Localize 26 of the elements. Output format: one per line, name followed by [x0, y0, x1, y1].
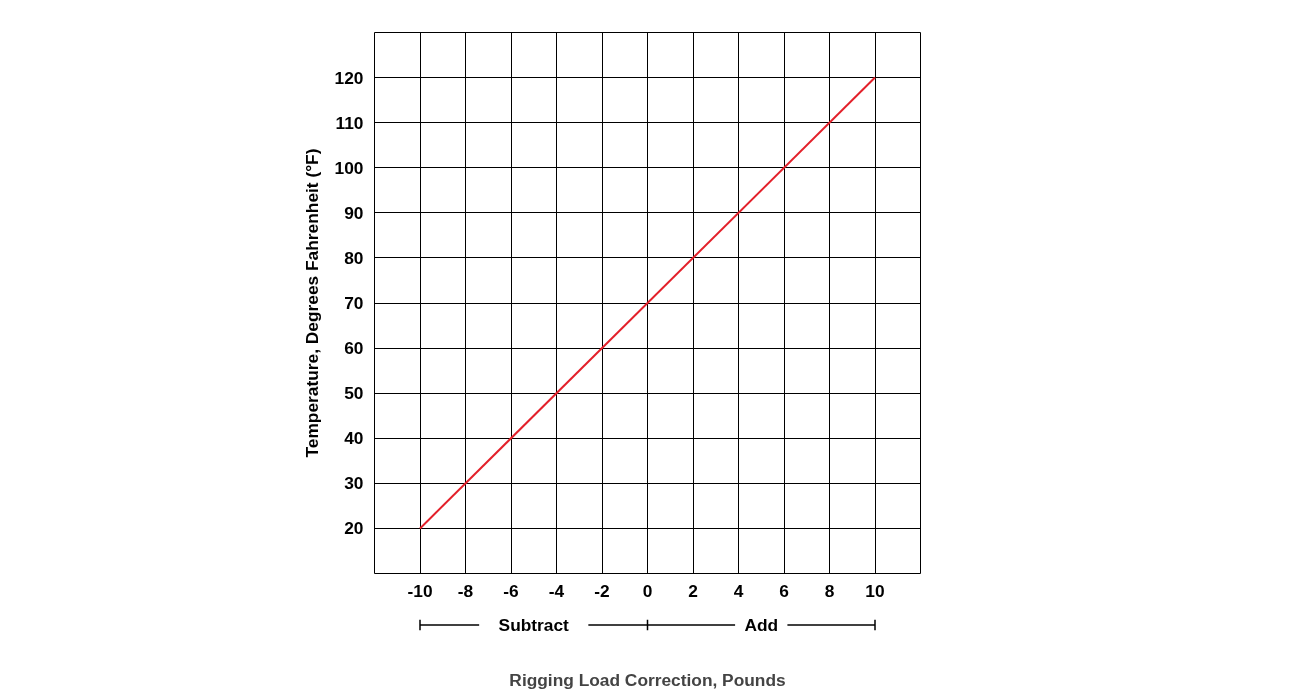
y-tick-label: 110 [335, 112, 364, 133]
y-axis-title: Temperature, Degrees Fahrenheit (°F) [301, 148, 322, 458]
y-tick-label: 20 [344, 518, 364, 539]
y-tick-label: 100 [334, 157, 364, 178]
y-tick-label: 80 [344, 247, 364, 268]
y-tick-label: 120 [334, 67, 364, 88]
x-tick-label: -6 [503, 580, 520, 601]
x-tick-label: -2 [594, 580, 610, 601]
y-tick-label: 60 [344, 338, 364, 359]
x-tick-label: 10 [865, 580, 885, 601]
x-tick-label: 2 [688, 580, 698, 601]
x-tick-label: 4 [733, 580, 744, 601]
x-tick-label: 0 [642, 580, 653, 601]
text: Add [744, 615, 779, 636]
x-tick-label: -8 [457, 580, 474, 601]
x-tick-label: 6 [779, 580, 790, 601]
y-tick-label: 30 [344, 473, 364, 494]
text: Subtract [498, 615, 570, 636]
y-tick-label: 40 [344, 428, 364, 449]
y-tick-label: 90 [344, 202, 364, 223]
x-tick-label: -10 [407, 580, 433, 601]
x-axis-title: Rigging Load Correction, Pounds [509, 669, 786, 690]
x-tick-label: 8 [824, 580, 835, 601]
y-tick-label: 70 [344, 293, 364, 313]
x-tick-label: -4 [548, 580, 565, 601]
y-tick-label: 50 [344, 383, 364, 404]
